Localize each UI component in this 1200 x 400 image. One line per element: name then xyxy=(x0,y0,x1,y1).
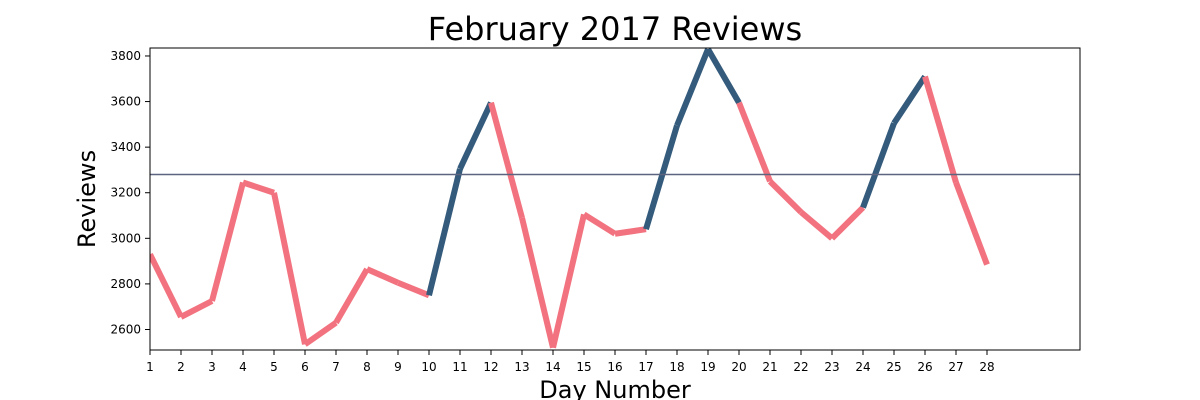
series-segment xyxy=(799,209,834,241)
y-tick-label: 2800 xyxy=(110,277,141,291)
series-segment xyxy=(396,279,431,299)
x-tick-label: 25 xyxy=(886,360,901,374)
x-tick-label: 27 xyxy=(948,360,963,374)
x-tick-label: 20 xyxy=(731,360,746,374)
x-tick-label: 7 xyxy=(332,360,340,374)
x-axis-title: Day Number xyxy=(539,376,691,400)
x-tick-label: 28 xyxy=(979,360,994,374)
x-axis: 1 2 3 4 5 6 7 8 9 10 11 12 13 14 15 16 17 18 19 20 21 22 23 24 2… xyxy=(146,350,995,374)
y-axis: 2600 2800 3000 3200 3400 3600 3800 xyxy=(110,49,150,336)
x-tick-label: 21 xyxy=(762,360,777,374)
x-tick-label: 4 xyxy=(239,360,247,374)
series-segment xyxy=(674,48,711,127)
series-segment xyxy=(209,181,246,302)
series-segment xyxy=(271,192,308,345)
x-tick-label: 2 xyxy=(177,360,185,374)
series-segment xyxy=(333,267,370,325)
x-tick-label: 1 xyxy=(146,360,154,374)
series-segment xyxy=(550,213,587,349)
series-segment xyxy=(614,226,647,237)
series-segment xyxy=(736,101,773,183)
plot-frame xyxy=(149,47,1081,351)
series-segment xyxy=(150,252,184,319)
series-segment xyxy=(922,75,959,184)
series-segment xyxy=(829,205,866,241)
x-tick-label: 9 xyxy=(394,360,402,374)
series-segment xyxy=(179,298,214,320)
x-tick-label: 8 xyxy=(363,360,371,374)
series-segment xyxy=(860,122,897,209)
x-tick-label: 11 xyxy=(452,360,467,374)
series-segment xyxy=(365,266,400,286)
series-segment xyxy=(457,101,494,171)
y-tick-label: 3800 xyxy=(110,49,141,63)
series-segment xyxy=(953,181,990,266)
y-axis-title: Reviews xyxy=(73,150,101,248)
series-segment xyxy=(426,168,463,297)
x-tick-label: 15 xyxy=(576,360,591,374)
x-tick-label: 18 xyxy=(669,360,684,374)
series-segment xyxy=(488,101,525,219)
x-tick-label: 22 xyxy=(793,360,808,374)
series-segment xyxy=(242,179,275,196)
series-segment xyxy=(705,48,742,105)
series-segment xyxy=(303,320,338,347)
x-tick-label: 26 xyxy=(917,360,932,374)
chart-title: February 2017 Reviews xyxy=(428,10,802,48)
y-tick-label: 2600 xyxy=(110,322,141,336)
x-tick-label: 5 xyxy=(270,360,278,374)
x-tick-label: 14 xyxy=(545,360,560,374)
y-tick-label: 3000 xyxy=(110,231,141,245)
series-segment xyxy=(891,74,928,125)
x-tick-label: 3 xyxy=(208,360,216,374)
x-tick-label: 16 xyxy=(607,360,622,374)
x-tick-label: 23 xyxy=(824,360,839,374)
series-segment xyxy=(519,217,556,349)
x-tick-label: 17 xyxy=(638,360,653,374)
x-tick-label: 6 xyxy=(301,360,309,374)
x-tick-label: 12 xyxy=(483,360,498,374)
series-segment xyxy=(582,211,617,237)
y-tick-label: 3600 xyxy=(110,95,141,109)
plot-area xyxy=(150,48,990,349)
x-tick-label: 19 xyxy=(700,360,715,374)
x-tick-label: 10 xyxy=(421,360,436,374)
y-tick-label: 3200 xyxy=(110,186,141,200)
y-tick-label: 3400 xyxy=(110,140,141,154)
x-tick-label: 24 xyxy=(855,360,870,374)
series-segment xyxy=(643,124,680,231)
x-tick-label: 13 xyxy=(514,360,529,374)
series-segment xyxy=(767,179,804,215)
